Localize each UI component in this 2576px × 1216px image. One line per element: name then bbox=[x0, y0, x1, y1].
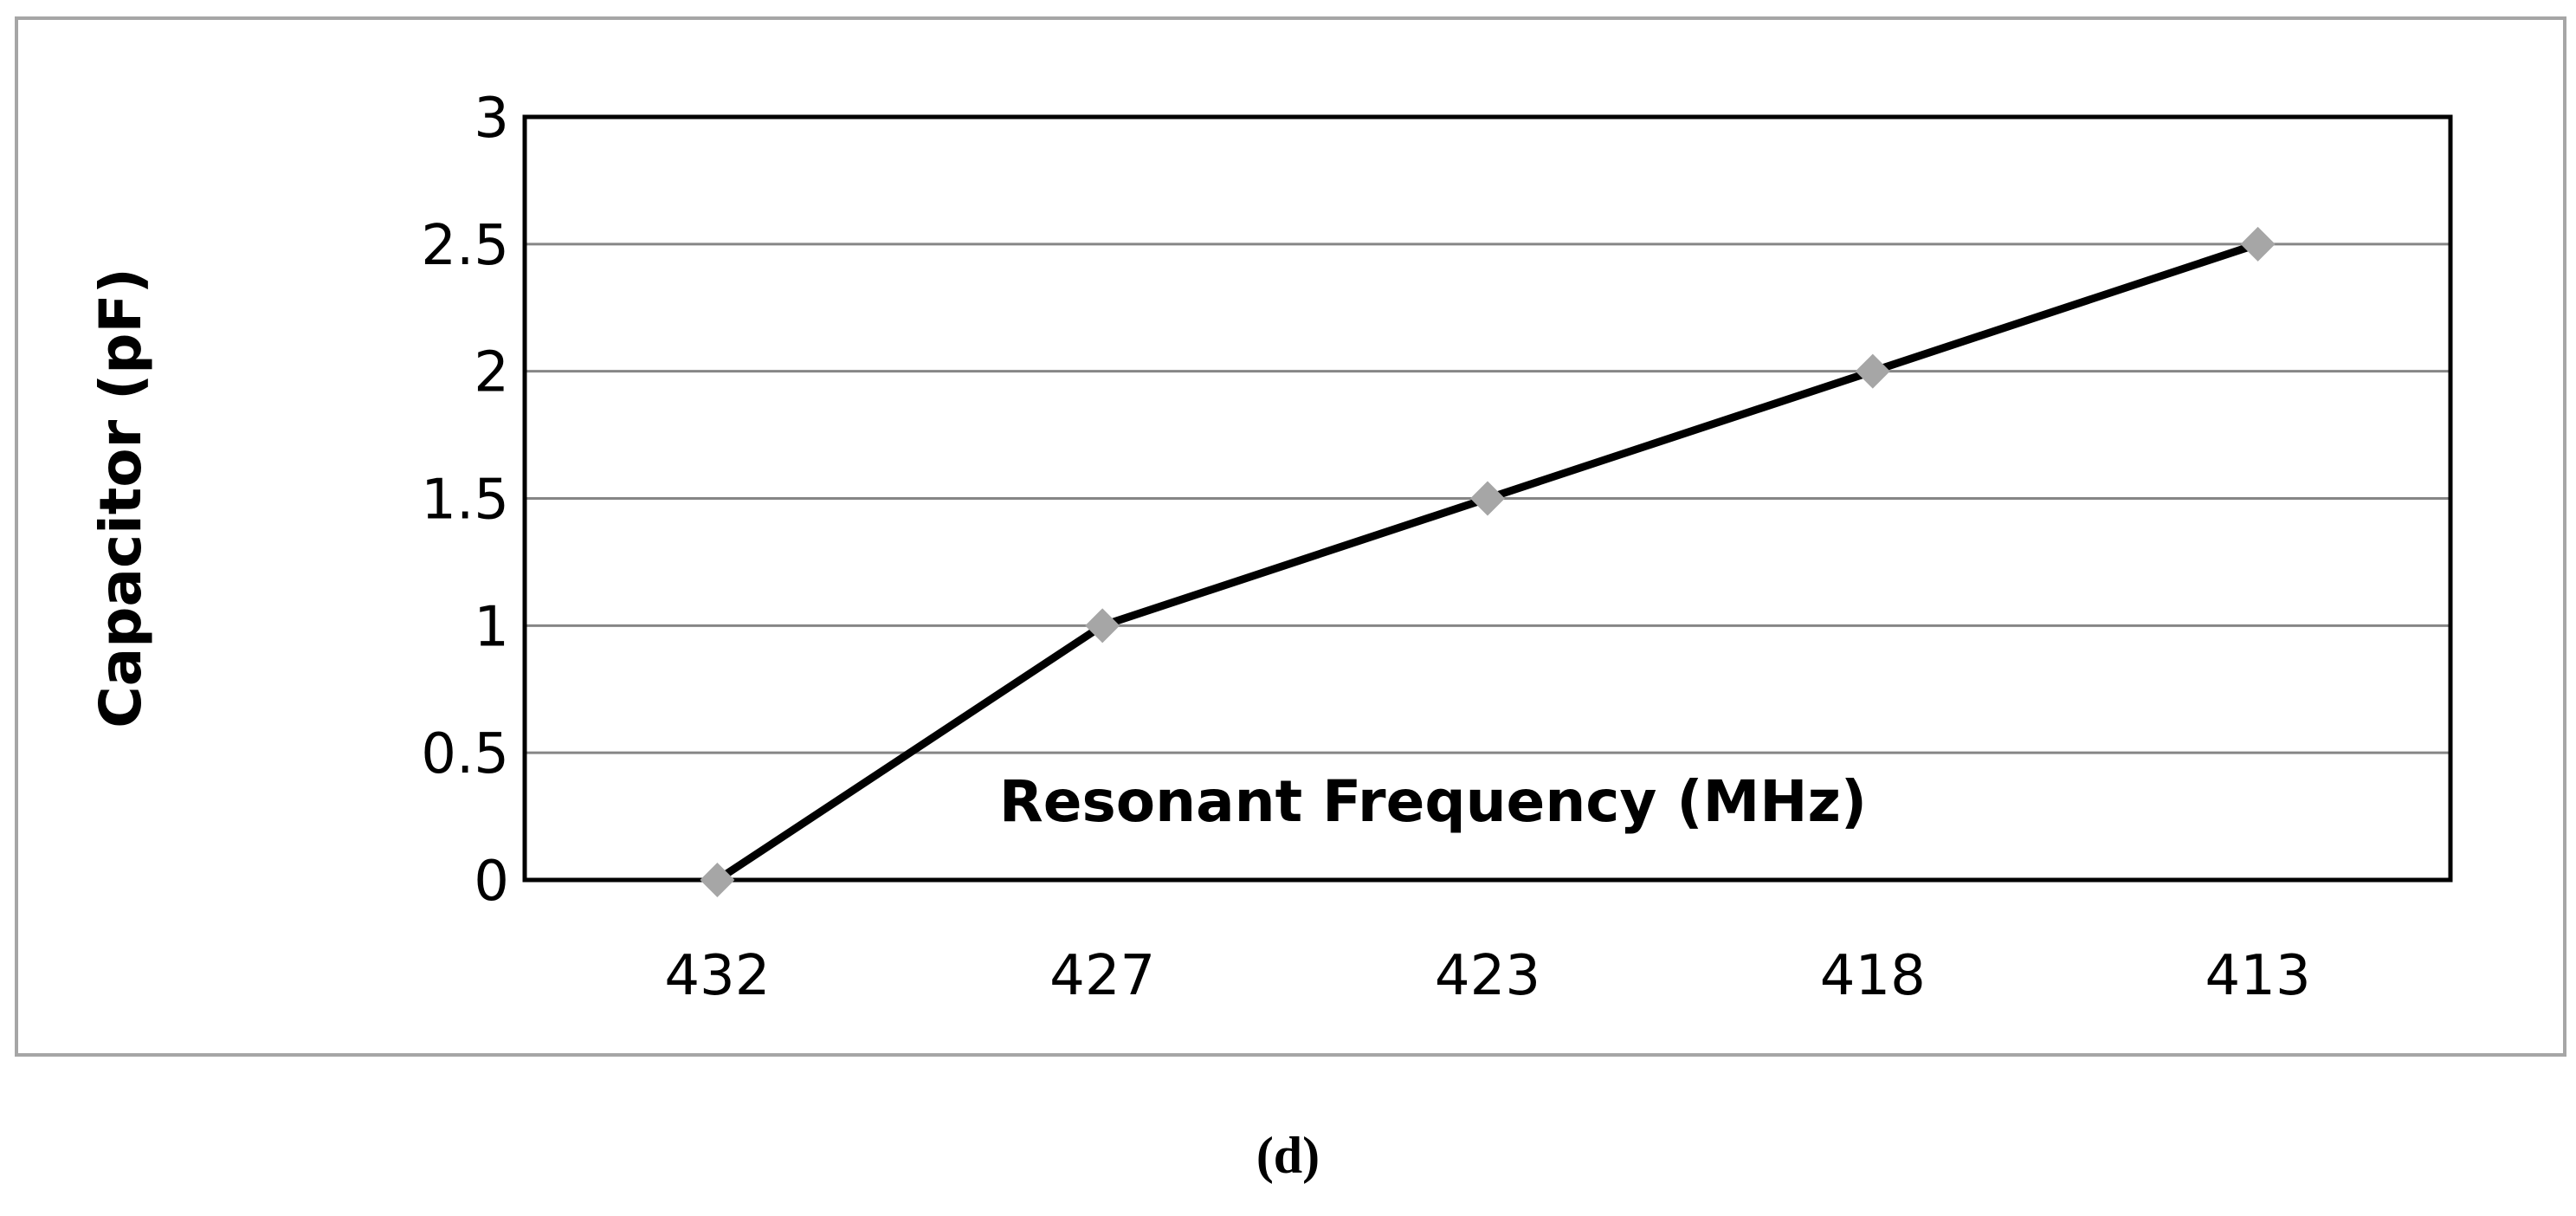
y-tick-label: 2 bbox=[474, 341, 509, 405]
data-point bbox=[700, 863, 735, 897]
data-point bbox=[1085, 608, 1120, 644]
x-tick-label: 413 bbox=[2205, 944, 2311, 1008]
y-axis-label: Capacitor (pF) bbox=[87, 268, 154, 728]
x-tick-label: 423 bbox=[1435, 944, 1540, 1008]
x-tick-label: 418 bbox=[1820, 944, 1926, 1008]
figure-caption: (d) bbox=[1256, 1127, 1320, 1184]
chart-border bbox=[15, 16, 2566, 1057]
y-tick-label: 1.5 bbox=[421, 469, 509, 533]
data-markers bbox=[700, 226, 2276, 897]
y-tick-label: 0.5 bbox=[421, 722, 509, 786]
y-tick-label: 1 bbox=[474, 595, 509, 659]
data-point bbox=[1470, 481, 1505, 516]
x-tick-label: 432 bbox=[664, 944, 770, 1008]
x-tick-label: 427 bbox=[1049, 944, 1155, 1008]
plot-area-border bbox=[522, 114, 2453, 883]
y-tick-labels: 0 0.5 1 1.5 2 2.5 3 bbox=[421, 87, 509, 914]
y-tick-label: 0 bbox=[474, 850, 509, 914]
y-tick-label: 2.5 bbox=[421, 214, 509, 278]
x-tick-labels: 432 427 423 418 413 bbox=[664, 944, 2310, 1008]
y-tick-label: 3 bbox=[474, 87, 509, 151]
x-axis-label: Resonant Frequency (MHz) bbox=[999, 768, 1867, 835]
data-point bbox=[1855, 353, 1890, 389]
data-point bbox=[2240, 226, 2276, 262]
